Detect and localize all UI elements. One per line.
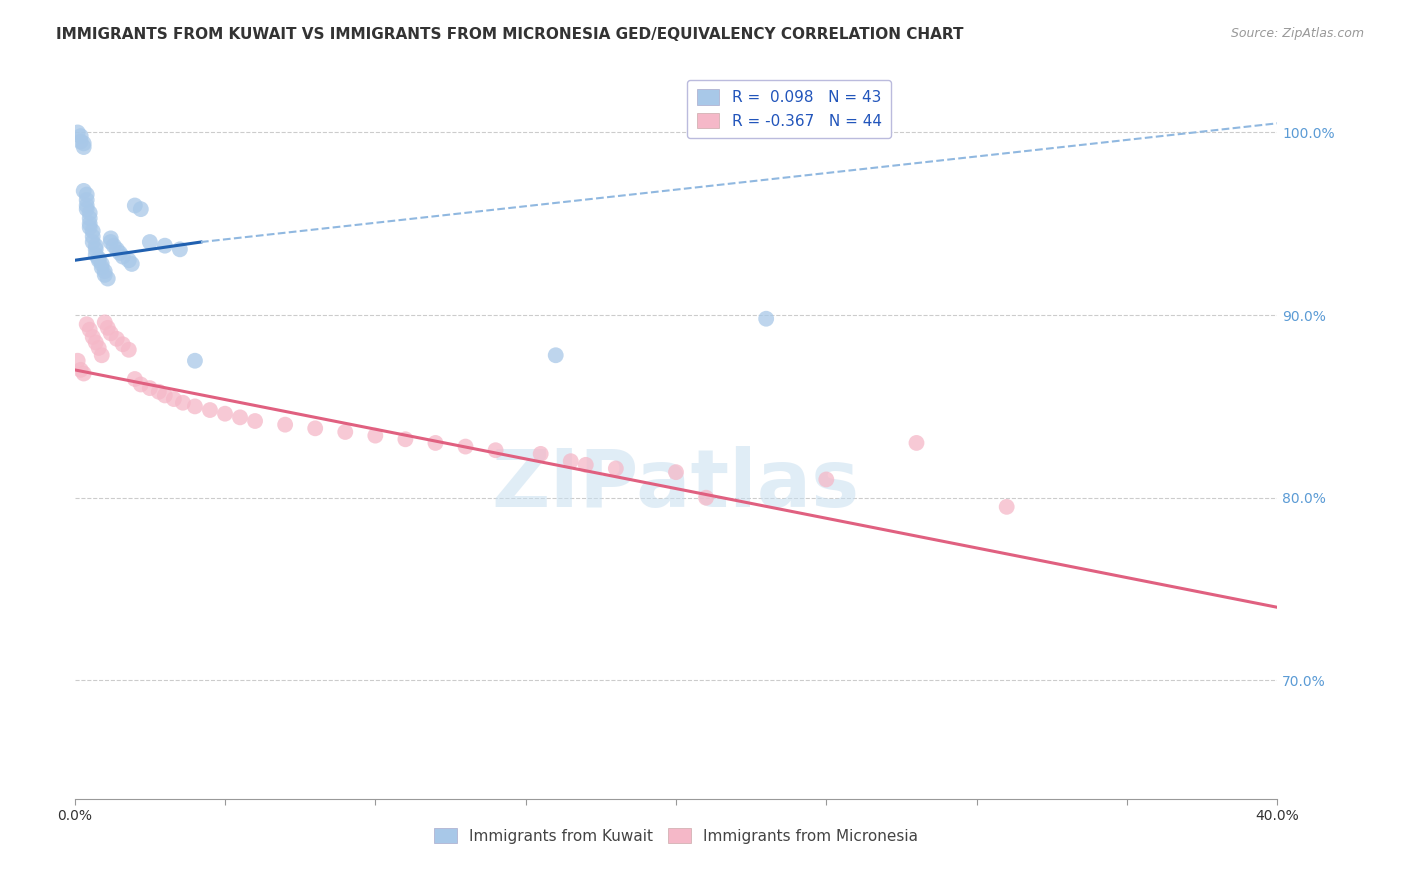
Legend: R =  0.098   N = 43, R = -0.367   N = 44: R = 0.098 N = 43, R = -0.367 N = 44 [688,79,891,137]
Point [364,428,387,442]
Text: ZIPatlas: ZIPatlas [492,446,860,524]
Point [124,372,146,386]
Point [93,264,115,278]
Point [695,491,717,505]
Point [755,311,778,326]
Point [118,343,141,357]
Point [79,206,101,220]
Point [153,388,176,402]
Point [129,377,152,392]
Point [163,392,186,406]
Point [97,321,120,335]
Point [108,246,131,260]
Text: IMMIGRANTS FROM KUWAIT VS IMMIGRANTS FROM MICRONESIA GED/EQUIVALENCY CORRELATION: IMMIGRANTS FROM KUWAIT VS IMMIGRANTS FRO… [56,27,963,42]
Point [93,268,115,282]
Point [82,224,104,238]
Point [274,417,297,432]
Point [69,363,91,377]
Point [105,243,128,257]
Point [815,473,838,487]
Point [90,260,112,275]
Point [172,396,194,410]
Point [243,414,266,428]
Point [73,184,96,198]
Point [66,353,89,368]
Point [905,436,928,450]
Point [66,125,89,139]
Point [335,425,357,439]
Point [148,384,170,399]
Text: Source: ZipAtlas.com: Source: ZipAtlas.com [1230,27,1364,40]
Point [82,330,104,344]
Point [605,461,627,475]
Point [105,332,128,346]
Point [118,253,141,268]
Point [100,231,122,245]
Point [544,348,567,362]
Point [79,323,101,337]
Point [111,337,134,351]
Point [530,447,553,461]
Point [79,217,101,231]
Point [69,129,91,144]
Point [124,198,146,212]
Point [76,187,98,202]
Point [665,465,688,479]
Point [82,235,104,249]
Point [76,202,98,216]
Point [121,257,143,271]
Point [139,235,162,249]
Point [184,400,207,414]
Point [84,238,107,252]
Point [87,252,110,266]
Point [394,432,416,446]
Point [97,271,120,285]
Point [995,500,1018,514]
Point [184,353,207,368]
Point [425,436,447,450]
Point [139,381,162,395]
Point [560,454,582,468]
Point [304,421,326,435]
Point [84,243,107,257]
Point [84,248,107,262]
Point [100,326,122,341]
Point [69,135,91,149]
Point [93,315,115,329]
Point [79,211,101,226]
Point [103,238,125,252]
Point [90,257,112,271]
Point [79,220,101,235]
Point [214,407,236,421]
Point [76,317,98,331]
Point [82,229,104,244]
Point [73,136,96,151]
Point [84,335,107,350]
Point [87,341,110,355]
Point [76,198,98,212]
Point [76,193,98,207]
Point [87,253,110,268]
Point [100,235,122,249]
Point [153,238,176,252]
Point [73,140,96,154]
Point [169,243,191,257]
Point [129,202,152,216]
Point [111,250,134,264]
Point [229,410,252,425]
Point [454,440,477,454]
Point [484,443,506,458]
Point [575,458,598,472]
Point [90,348,112,362]
Point [198,403,221,417]
Point [73,367,96,381]
